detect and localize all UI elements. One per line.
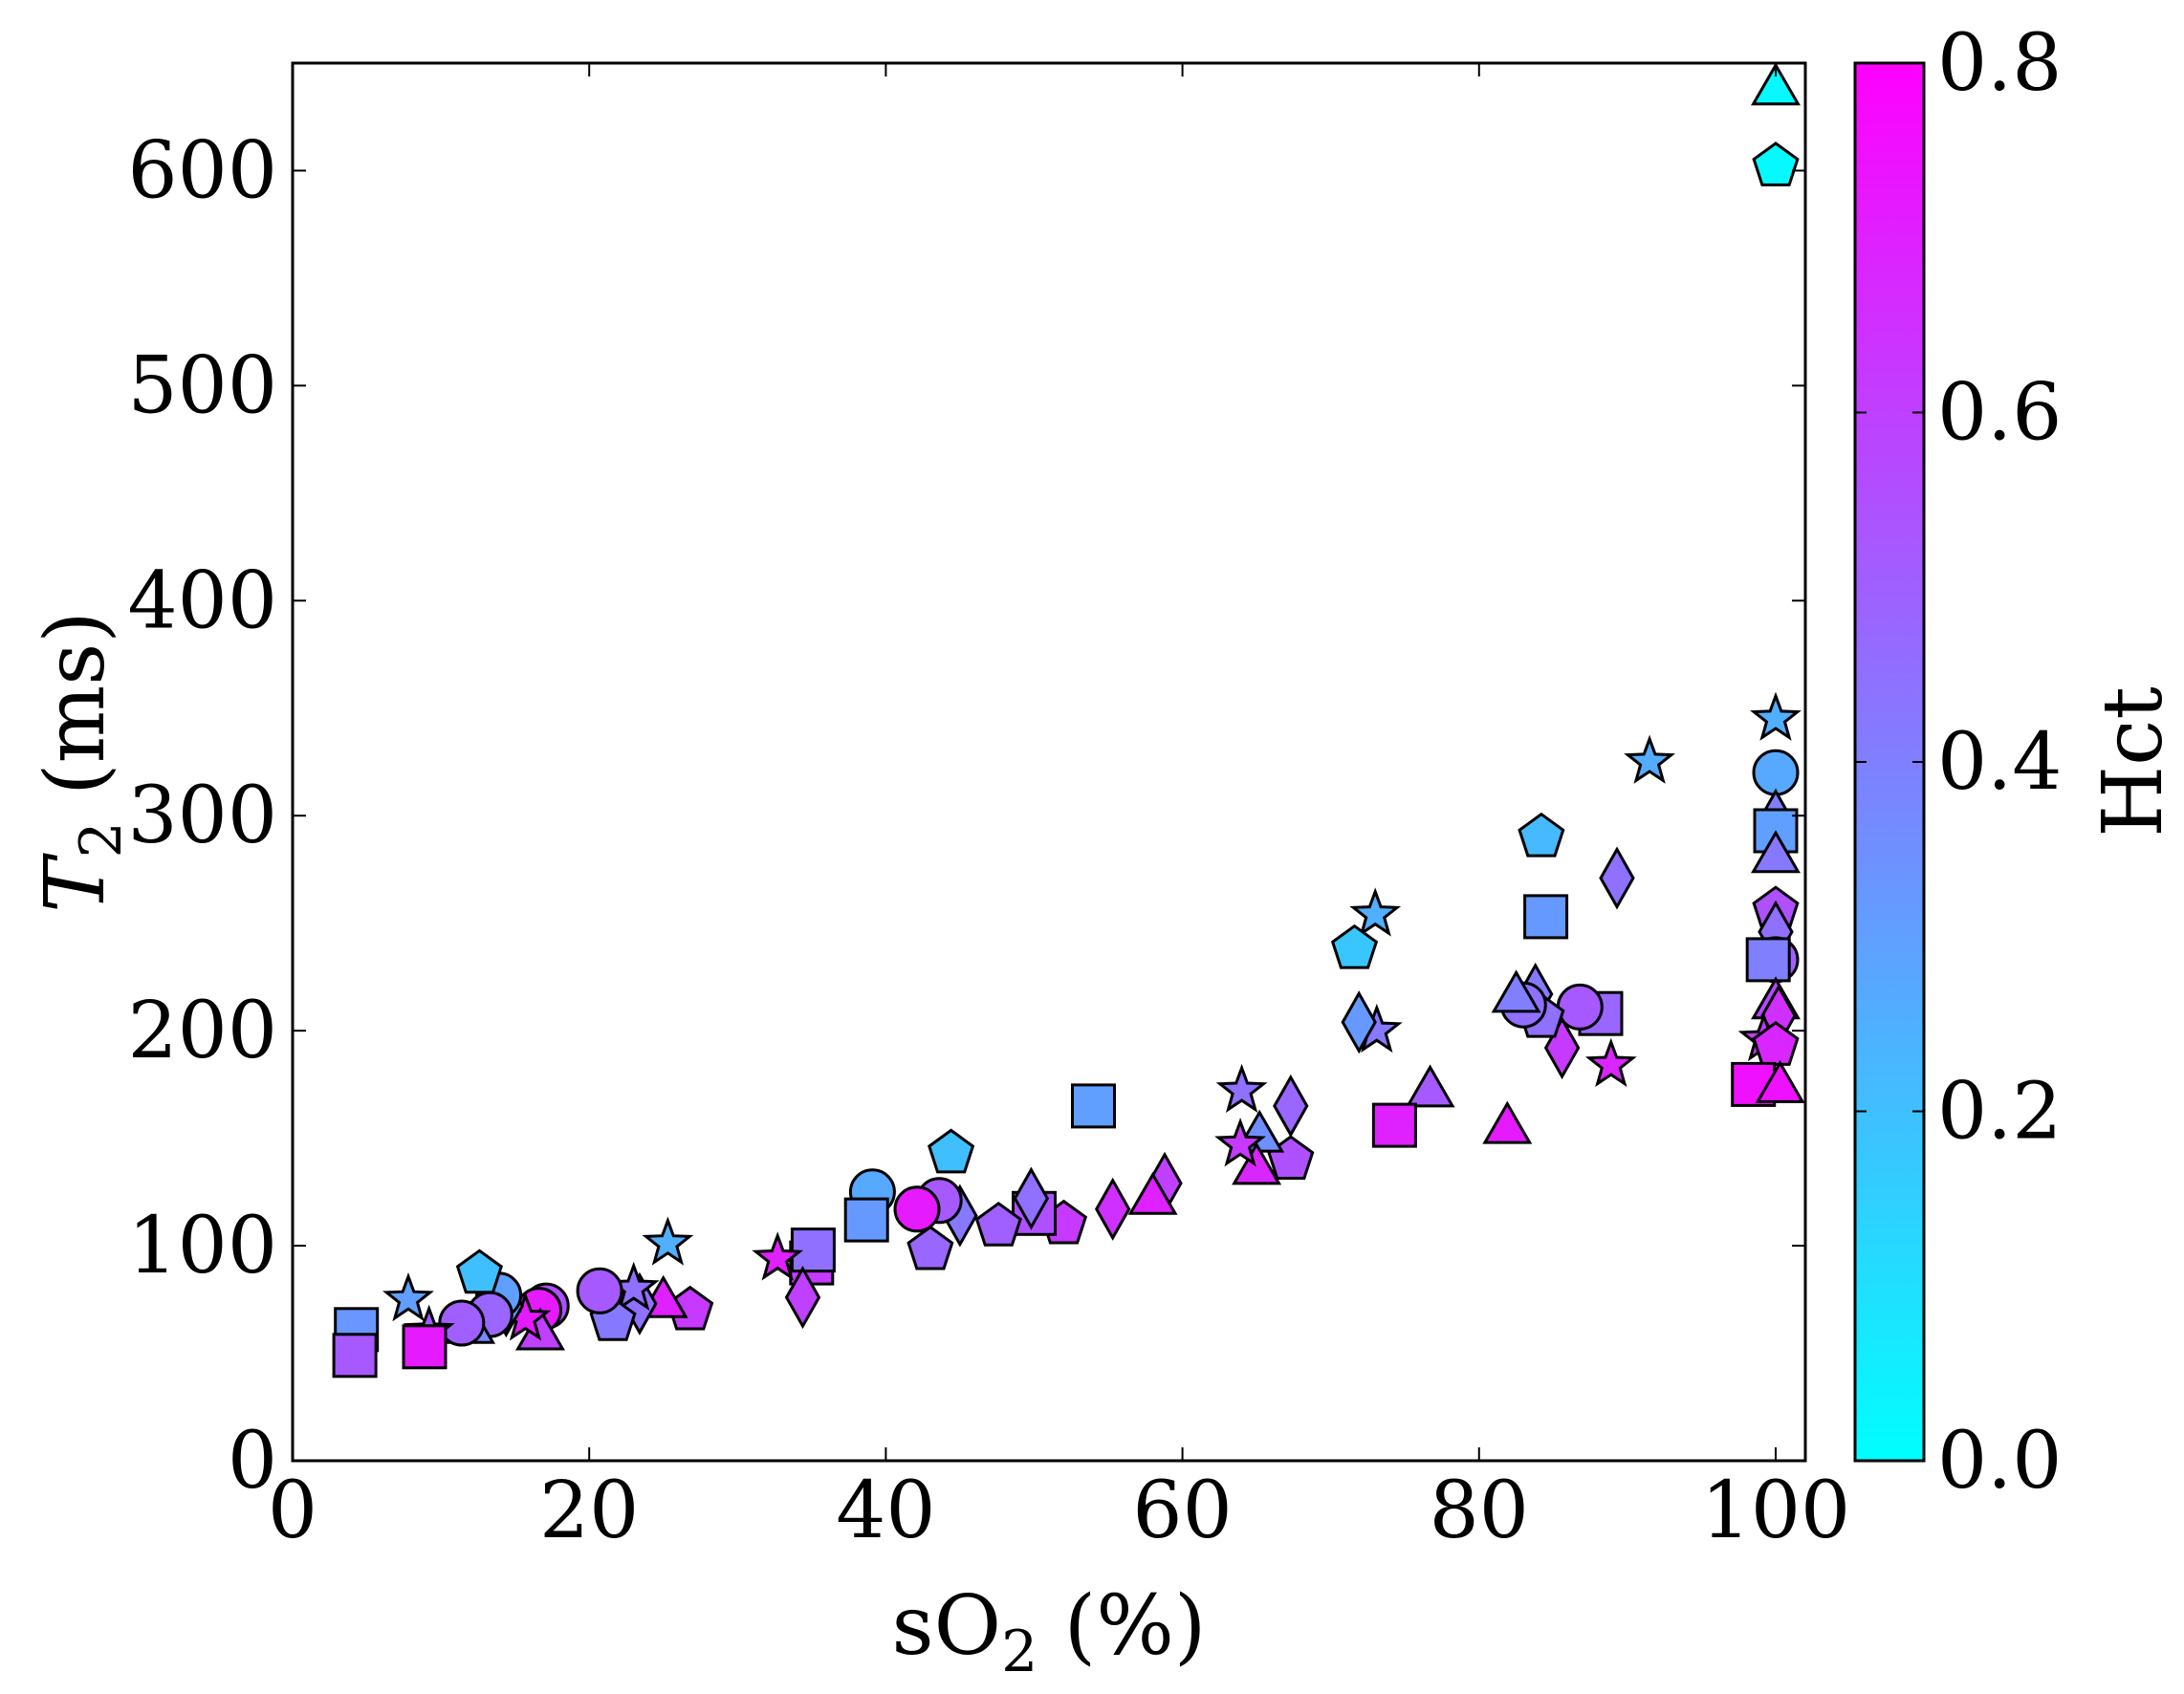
y-axis-label-sub: 2 bbox=[68, 821, 135, 858]
data-point-pentagon bbox=[1330, 923, 1379, 969]
data-point-diamond bbox=[1341, 990, 1377, 1054]
data-point-circle bbox=[893, 1185, 941, 1233]
y-axis-label-main: T bbox=[28, 853, 123, 913]
y-tick-label: 0 bbox=[228, 1416, 277, 1507]
data-point-square bbox=[843, 1197, 889, 1243]
y-tick-label: 600 bbox=[127, 125, 277, 216]
y-tick-label: 500 bbox=[127, 340, 277, 431]
x-axis-label-main: sO bbox=[892, 1578, 1002, 1674]
data-point-star bbox=[1215, 1063, 1268, 1114]
x-axis-label: sO2 (%) bbox=[892, 1578, 1207, 1685]
colorbar: 0.0 0.2 0.4 0.6 0.8 Hct bbox=[1853, 18, 2181, 1507]
x-axis-label-tail: (%) bbox=[1037, 1578, 1206, 1674]
data-point-star bbox=[1750, 691, 1802, 741]
data-point-pentagon bbox=[455, 1249, 503, 1294]
colorbar-tick-label: 0.6 bbox=[1937, 368, 2062, 459]
data-point-star bbox=[642, 1216, 694, 1266]
data-point-square bbox=[790, 1227, 836, 1273]
data-point-diamond bbox=[784, 1266, 821, 1330]
y-tick-label: 400 bbox=[127, 555, 277, 646]
data-point-circle bbox=[1752, 749, 1800, 796]
data-point-triangle bbox=[1232, 1141, 1282, 1185]
data-point-pentagon bbox=[1752, 141, 1800, 186]
data-point-star bbox=[1584, 1037, 1637, 1088]
data-point-square bbox=[332, 1333, 378, 1379]
colorbar-tick-label: 0.4 bbox=[1937, 717, 2062, 808]
data-point-pentagon bbox=[906, 1225, 954, 1270]
data-point-pentagon bbox=[928, 1128, 975, 1174]
data-point-pentagon bbox=[1518, 812, 1565, 858]
data-point-triangle bbox=[1491, 969, 1541, 1013]
colorbar-label: Hct bbox=[2086, 686, 2181, 837]
x-tick-label: 100 bbox=[1701, 1466, 1851, 1556]
data-point-triangle bbox=[1405, 1064, 1455, 1108]
colorbar-tick-label: 0.8 bbox=[1937, 18, 2062, 109]
data-point-pentagon bbox=[974, 1201, 1022, 1247]
x-tick-label: 80 bbox=[1430, 1466, 1529, 1556]
data-point-circle bbox=[576, 1267, 623, 1314]
data-point-square bbox=[402, 1324, 448, 1370]
data-point-square bbox=[1523, 894, 1569, 940]
data-point-diamond bbox=[1599, 846, 1635, 910]
y-axis-label: T2 (ms) bbox=[28, 611, 135, 913]
data-point-star bbox=[382, 1271, 434, 1322]
data-point-square bbox=[1371, 1102, 1417, 1148]
data-point-star bbox=[1624, 734, 1676, 784]
y-tick-label: 100 bbox=[127, 1201, 277, 1292]
y-tick-label: 200 bbox=[127, 986, 277, 1076]
y-tick-label: 300 bbox=[127, 771, 277, 861]
data-point-triangle bbox=[1482, 1100, 1533, 1144]
data-point-triangle bbox=[1755, 1059, 1805, 1103]
data-point-square bbox=[1745, 937, 1791, 983]
x-tick-label: 60 bbox=[1132, 1466, 1232, 1556]
data-point-star bbox=[752, 1231, 804, 1281]
plot-area bbox=[332, 62, 1805, 1379]
x-tick-label: 20 bbox=[539, 1466, 639, 1556]
data-point-triangle bbox=[1751, 830, 1801, 874]
data-point-diamond bbox=[1013, 1166, 1050, 1230]
x-tick-label: 0 bbox=[268, 1466, 317, 1556]
data-point-diamond bbox=[1273, 1074, 1309, 1138]
data-point-star bbox=[1214, 1118, 1267, 1167]
x-tick-label: 40 bbox=[836, 1466, 935, 1556]
data-point-square bbox=[1071, 1083, 1116, 1129]
colorbar-tick-label: 0.2 bbox=[1937, 1067, 2062, 1158]
axes-frame bbox=[291, 61, 1807, 1463]
colorbar-tick-label: 0.0 bbox=[1937, 1416, 2062, 1507]
data-point-diamond bbox=[1094, 1177, 1131, 1241]
data-point-triangle bbox=[1751, 62, 1801, 106]
x-axis-label-sub: 2 bbox=[1001, 1618, 1037, 1685]
data-point-star bbox=[1349, 887, 1402, 937]
data-point-triangle bbox=[1127, 1171, 1178, 1215]
y-axis-label-tail: (ms) bbox=[28, 611, 123, 821]
